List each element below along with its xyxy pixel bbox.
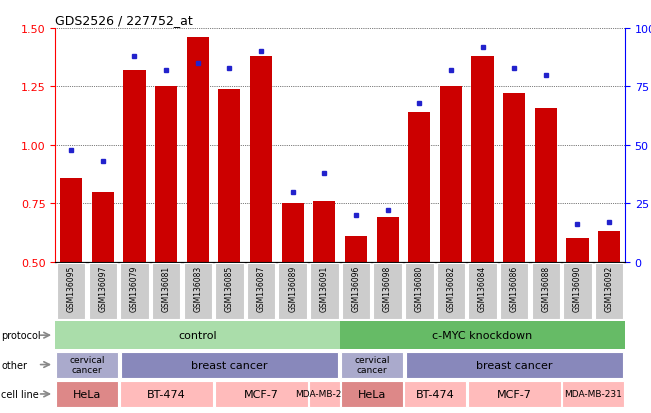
Bar [408, 113, 430, 262]
Bar [218, 90, 240, 262]
Text: GSM136091: GSM136091 [320, 265, 329, 311]
FancyBboxPatch shape [247, 263, 275, 319]
FancyBboxPatch shape [532, 263, 560, 319]
FancyBboxPatch shape [468, 263, 497, 319]
Text: cervical
cancer: cervical cancer [354, 355, 389, 374]
Bar [566, 239, 589, 262]
Text: GSM136095: GSM136095 [66, 265, 76, 311]
Text: cervical
cancer: cervical cancer [69, 355, 105, 374]
Text: BT-474: BT-474 [146, 389, 186, 399]
FancyBboxPatch shape [279, 263, 307, 319]
Text: GSM136079: GSM136079 [130, 265, 139, 311]
Text: GSM136090: GSM136090 [573, 265, 582, 311]
Text: control: control [178, 330, 217, 340]
Text: other: other [1, 360, 27, 370]
Bar [187, 38, 209, 262]
Bar [313, 202, 335, 262]
Bar [534, 108, 557, 262]
FancyBboxPatch shape [310, 263, 339, 319]
Text: GSM136085: GSM136085 [225, 265, 234, 311]
Text: GSM136098: GSM136098 [383, 265, 392, 311]
Text: MCF-7: MCF-7 [497, 389, 532, 399]
Bar [124, 71, 146, 262]
Text: GSM136081: GSM136081 [161, 265, 171, 311]
Bar [250, 57, 272, 262]
Text: GSM136080: GSM136080 [415, 265, 424, 311]
FancyBboxPatch shape [152, 263, 180, 319]
Text: GSM136083: GSM136083 [193, 265, 202, 311]
FancyBboxPatch shape [184, 263, 212, 319]
Text: HeLa: HeLa [357, 389, 386, 399]
FancyBboxPatch shape [405, 263, 434, 319]
FancyBboxPatch shape [89, 263, 117, 319]
Text: GSM136082: GSM136082 [447, 265, 456, 311]
Bar [440, 87, 462, 262]
Bar [282, 204, 304, 262]
Text: HeLa: HeLa [73, 389, 101, 399]
FancyBboxPatch shape [563, 263, 592, 319]
FancyBboxPatch shape [437, 263, 465, 319]
FancyBboxPatch shape [342, 263, 370, 319]
Bar [60, 178, 82, 262]
Bar [503, 94, 525, 262]
Text: GSM136087: GSM136087 [256, 265, 266, 311]
Text: GSM136097: GSM136097 [98, 265, 107, 311]
FancyBboxPatch shape [57, 263, 85, 319]
FancyBboxPatch shape [374, 263, 402, 319]
Text: c-MYC knockdown: c-MYC knockdown [432, 330, 533, 340]
Bar [471, 57, 493, 262]
FancyBboxPatch shape [595, 263, 624, 319]
Text: GSM136088: GSM136088 [542, 265, 550, 311]
Text: BT-474: BT-474 [416, 389, 454, 399]
Text: breast cancer: breast cancer [476, 360, 553, 370]
Text: breast cancer: breast cancer [191, 360, 268, 370]
Bar [598, 232, 620, 262]
Bar [155, 87, 177, 262]
Text: GSM136086: GSM136086 [510, 265, 519, 311]
Text: MCF-7: MCF-7 [243, 389, 279, 399]
Text: GSM136096: GSM136096 [352, 265, 361, 311]
Bar [376, 218, 398, 262]
Text: GSM136089: GSM136089 [288, 265, 297, 311]
Text: MDA-MB-231: MDA-MB-231 [564, 389, 622, 399]
Text: GSM136092: GSM136092 [605, 265, 614, 311]
FancyBboxPatch shape [500, 263, 529, 319]
Bar [92, 192, 114, 262]
FancyBboxPatch shape [120, 263, 148, 319]
Text: GSM136084: GSM136084 [478, 265, 487, 311]
Text: MDA-MB-231: MDA-MB-231 [296, 389, 353, 399]
Text: GDS2526 / 227752_at: GDS2526 / 227752_at [55, 14, 193, 27]
Bar [345, 237, 367, 262]
Text: protocol: protocol [1, 330, 41, 340]
FancyBboxPatch shape [215, 263, 243, 319]
Text: cell line: cell line [1, 389, 39, 399]
